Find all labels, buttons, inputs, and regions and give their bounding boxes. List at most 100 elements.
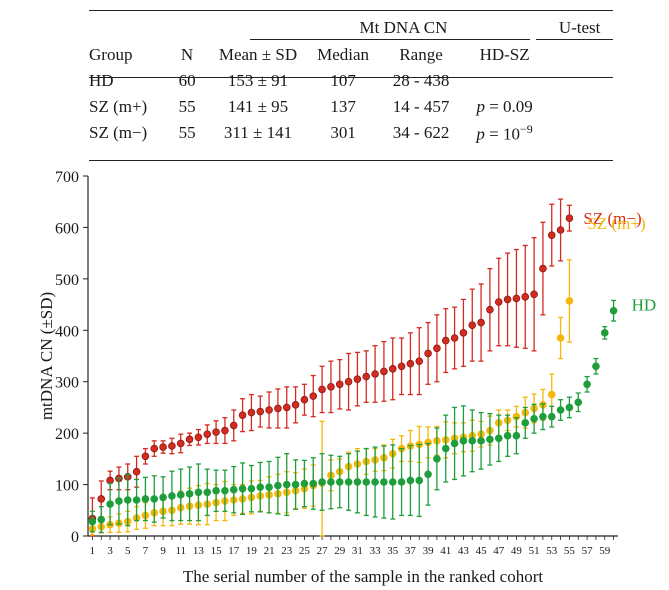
- data-point: [424, 470, 432, 479]
- series-label: SZ (m+): [587, 214, 645, 233]
- data-point: [300, 395, 309, 404]
- data-point: [565, 214, 574, 222]
- data-point: [468, 321, 477, 329]
- table-cell-p: [465, 68, 544, 94]
- y-tick-label: 600: [55, 220, 79, 237]
- data-point: [159, 493, 167, 502]
- data-point: [282, 403, 291, 412]
- y-axis-label: mtDNA CN (±SD): [37, 292, 56, 420]
- data-point: [600, 329, 609, 337]
- table-row: HD 60 153 ± 91 107 28 - 438: [85, 68, 615, 94]
- table-header-rule: [89, 77, 613, 78]
- data-point: [450, 334, 459, 342]
- data-point: [406, 476, 415, 485]
- y-tick-label: 300: [55, 375, 79, 392]
- data-point: [150, 495, 159, 503]
- series-hd: [88, 299, 618, 534]
- data-point: [97, 495, 106, 503]
- table-cell-n: 60: [178, 71, 196, 90]
- table-cell-p: p = 0.09: [476, 97, 533, 116]
- y-tick-label: 700: [55, 169, 79, 186]
- column-header-range: Range: [399, 45, 443, 64]
- data-point: [212, 486, 220, 495]
- data-point: [397, 362, 406, 371]
- table-cell-n: 55: [178, 123, 196, 142]
- data-point: [441, 336, 450, 345]
- data-point: [97, 515, 106, 524]
- x-tick-label: 59: [599, 545, 611, 557]
- data-point: [291, 401, 300, 409]
- x-tick-label: 9: [160, 545, 166, 557]
- data-point: [150, 444, 159, 453]
- table-cell-range: 34 - 622: [392, 123, 450, 142]
- data-point: [344, 478, 353, 486]
- data-point: [335, 380, 344, 389]
- data-point: [574, 398, 583, 407]
- data-point: [88, 517, 97, 526]
- x-tick-label: 23: [281, 545, 293, 557]
- data-point: [521, 293, 530, 301]
- x-tick-label: 47: [493, 545, 505, 557]
- table-cell-group: SZ (m+): [89, 97, 148, 116]
- x-tick-label: 19: [246, 545, 258, 557]
- data-point: [556, 406, 565, 414]
- data-point: [530, 414, 538, 423]
- data-point: [185, 435, 194, 444]
- data-point: [433, 455, 441, 463]
- data-point: [371, 478, 379, 486]
- data-point: [459, 329, 468, 337]
- data-point: [309, 479, 318, 488]
- data-point: [203, 430, 212, 438]
- data-point: [406, 359, 415, 368]
- column-header-mean: Mean ± SD: [218, 45, 298, 64]
- data-point: [494, 434, 503, 443]
- data-point: [547, 412, 556, 421]
- data-point: [547, 390, 556, 399]
- data-point: [539, 264, 547, 273]
- table-cell-mean: 153 ± 91: [227, 71, 289, 90]
- data-point: [247, 408, 256, 417]
- x-tick-label: 35: [387, 545, 399, 557]
- data-point: [380, 478, 388, 486]
- y-tick-label: 0: [71, 529, 79, 546]
- data-point: [327, 383, 335, 391]
- data-point: [318, 385, 326, 394]
- data-point: [388, 365, 397, 373]
- x-tick-label: 33: [370, 545, 382, 557]
- data-point: [141, 452, 150, 461]
- table-cell-median: 301: [330, 123, 356, 142]
- data-point: [265, 406, 273, 414]
- x-tick-label: 1: [90, 545, 96, 557]
- x-tick-label: 3: [107, 545, 113, 557]
- data-point: [185, 490, 194, 498]
- y-tick-label: 400: [55, 323, 79, 340]
- data-point: [486, 305, 494, 314]
- column-header-group: Group: [89, 45, 133, 64]
- table-cell-n: 55: [178, 97, 196, 116]
- data-point: [274, 481, 282, 490]
- table-top-rule: [89, 10, 613, 11]
- x-tick-label: 51: [529, 545, 540, 557]
- data-point: [194, 488, 203, 497]
- table-group-header-row: Mt DNA CN U-test: [85, 0, 615, 42]
- table-mt-rule: [250, 39, 530, 40]
- data-point: [433, 344, 441, 353]
- data-point: [123, 496, 132, 504]
- data-point: [512, 431, 521, 440]
- data-point: [265, 483, 273, 491]
- p-exponent: −9: [520, 121, 533, 136]
- data-point: [530, 290, 538, 299]
- x-tick-label: 55: [564, 545, 576, 557]
- data-point: [441, 444, 450, 453]
- chart-labels: mtDNA CN (±SD) The serial number of the s…: [37, 209, 656, 586]
- x-tick-label: 13: [193, 545, 205, 557]
- data-point: [503, 431, 512, 440]
- chart-marks: [88, 198, 618, 537]
- data-point: [512, 294, 521, 303]
- u-test-header: U-test: [558, 18, 601, 37]
- y-tick-label: 200: [55, 426, 79, 443]
- x-tick-label: 57: [582, 545, 594, 557]
- data-point: [415, 357, 424, 365]
- data-point: [450, 439, 459, 448]
- data-point: [380, 367, 388, 376]
